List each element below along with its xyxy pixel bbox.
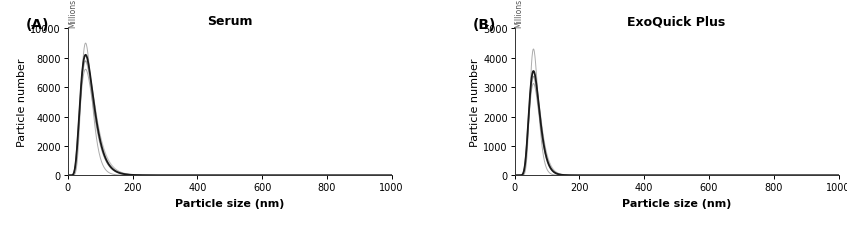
Title: ExoQuick Plus: ExoQuick Plus xyxy=(628,15,726,28)
Title: Serum: Serum xyxy=(207,15,252,28)
Y-axis label: Particle number: Particle number xyxy=(18,58,27,146)
Text: (B): (B) xyxy=(473,18,496,32)
Text: Millions: Millions xyxy=(68,0,77,28)
X-axis label: Particle size (nm): Particle size (nm) xyxy=(622,198,731,208)
X-axis label: Particle size (nm): Particle size (nm) xyxy=(175,198,285,208)
Text: (A): (A) xyxy=(25,18,49,32)
Text: Millions: Millions xyxy=(515,0,523,28)
Y-axis label: Particle number: Particle number xyxy=(470,58,480,146)
